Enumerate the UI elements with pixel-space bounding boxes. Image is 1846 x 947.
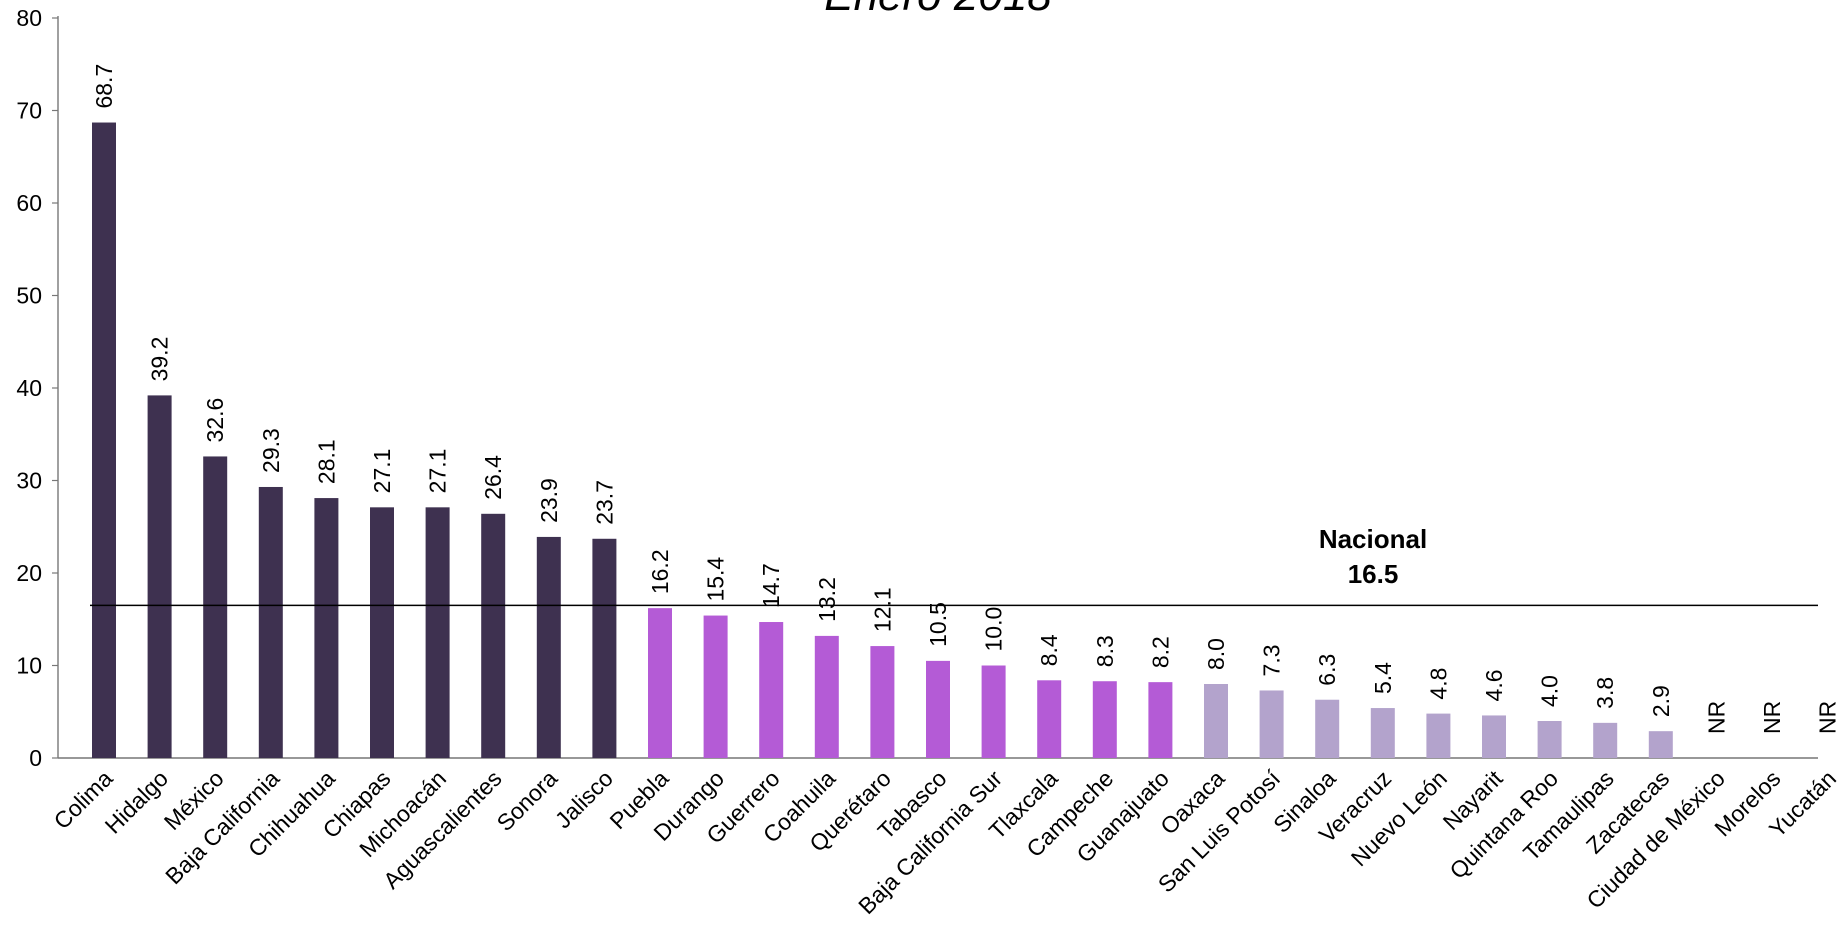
chart-title: Enero 2018	[824, 0, 1052, 20]
y-tick-label: 80	[16, 5, 42, 31]
bar	[314, 498, 339, 758]
y-tick-label: 20	[16, 560, 42, 586]
y-axis: 0 10 20 30 40 50 60 70 80	[16, 5, 1818, 771]
data-label: NR	[1703, 701, 1729, 734]
data-label: 15.4	[703, 557, 729, 602]
data-label: 7.3	[1259, 644, 1285, 676]
bar	[1315, 699, 1340, 758]
bar	[981, 665, 1006, 758]
y-tick-label: 60	[16, 190, 42, 216]
data-label: 5.4	[1370, 662, 1396, 694]
bar	[1482, 715, 1506, 758]
nacional-label: Nacional	[1319, 524, 1427, 554]
bar	[592, 538, 617, 758]
data-label: 3.8	[1592, 677, 1618, 709]
bar	[1259, 690, 1284, 758]
bar	[203, 456, 228, 758]
data-label: 27.1	[369, 449, 395, 494]
bar	[759, 622, 784, 758]
bar	[1593, 722, 1618, 758]
bars	[92, 122, 1673, 758]
data-label: 2.9	[1648, 685, 1674, 717]
data-label: 14.7	[758, 563, 784, 608]
data-label: 10.5	[925, 602, 951, 647]
data-label: 8.3	[1092, 635, 1118, 667]
data-label: 13.2	[814, 577, 840, 622]
y-tick-label: 30	[16, 468, 42, 494]
bar	[536, 536, 561, 758]
category-label: Jalisco	[550, 765, 618, 833]
data-label: 32.6	[202, 398, 228, 443]
data-label: 28.1	[313, 439, 339, 484]
data-label: 23.7	[591, 480, 617, 525]
bar	[370, 507, 394, 758]
data-label: 23.9	[536, 478, 562, 523]
y-tick-label: 40	[16, 375, 42, 401]
bar	[1370, 708, 1395, 758]
y-tick-label: 0	[29, 745, 42, 771]
category-label: Hidalgo	[100, 765, 174, 839]
bar	[870, 646, 895, 758]
bar	[926, 660, 950, 758]
bar	[1037, 680, 1062, 758]
bar	[814, 635, 839, 758]
data-label: NR	[1815, 701, 1841, 734]
data-label: 6.3	[1314, 654, 1340, 686]
bar	[1648, 731, 1673, 758]
nacional-value: 16.5	[1348, 559, 1399, 589]
bar	[258, 486, 283, 758]
bar	[1204, 684, 1228, 758]
data-label: 68.7	[91, 64, 117, 109]
data-label: 39.2	[147, 337, 173, 382]
bar	[703, 615, 728, 758]
data-label: 4.6	[1481, 669, 1507, 701]
data-labels: 68.7 39.2 32.6 29.3 28.1 27.1 27.1 26.4 23.9 23.7…	[91, 64, 1841, 734]
bar	[425, 507, 450, 758]
data-label: 8.0	[1203, 638, 1229, 670]
bar	[1537, 721, 1562, 758]
y-tick-label: 10	[16, 653, 42, 679]
bar	[147, 395, 172, 758]
data-label: 27.1	[425, 449, 451, 494]
bar	[1092, 681, 1117, 758]
data-label: 10.0	[981, 607, 1007, 652]
data-label: 12.1	[869, 587, 895, 632]
bar	[481, 513, 506, 758]
bar	[648, 608, 672, 758]
y-tick-label: 70	[16, 98, 42, 124]
bar	[1426, 713, 1451, 758]
data-label: 26.4	[480, 455, 506, 500]
data-label: 8.2	[1147, 636, 1173, 668]
bar	[1148, 682, 1173, 758]
data-label: 4.8	[1425, 668, 1451, 700]
data-label: 4.0	[1537, 675, 1563, 707]
bar	[92, 122, 116, 758]
data-label: NR	[1759, 701, 1785, 734]
y-tick-label: 50	[16, 283, 42, 309]
data-label: 8.4	[1036, 634, 1062, 666]
data-label: 16.2	[647, 549, 673, 594]
data-label: 29.3	[258, 428, 284, 473]
category-label: Sonora	[492, 765, 563, 836]
